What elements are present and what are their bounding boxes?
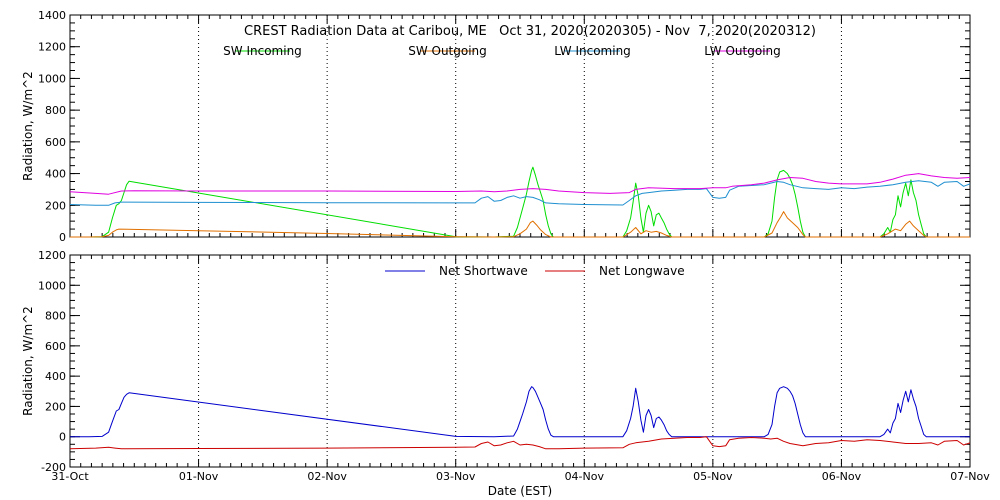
y-tick-label: 1400 — [38, 9, 66, 22]
legend-label: LW Incoming — [554, 44, 631, 58]
y-tick-label: 400 — [45, 370, 66, 383]
lower-panel: -200 0 200 400 600 800 1000 1200 Radiation, W/m^… — [21, 249, 990, 483]
y-axis-label: Radiation, W/m^2 — [21, 71, 35, 181]
upper-panel: 0 200 400 600 800 1000 1200 1400 Radiation, W/m^… — [21, 9, 971, 244]
series-line-lw-incoming — [69, 180, 971, 206]
plot-frame — [69, 254, 971, 468]
x-tick-label: 01-Nov — [179, 470, 219, 483]
x-tick-label: 03-Nov — [436, 470, 476, 483]
chart-title: CREST Radiation Data at Caribou, ME Oct … — [244, 24, 816, 39]
y-tick-label: 1200 — [38, 249, 66, 262]
x-tick-label: 05-Nov — [693, 470, 733, 483]
legend-label: LW Outgoing — [704, 44, 781, 58]
y-tick-label: 1000 — [38, 72, 66, 85]
legend-label: SW Incoming — [223, 44, 302, 58]
x-tick-label: 31-Oct — [51, 470, 89, 483]
y-tick-label: 400 — [45, 168, 66, 181]
legend-label: SW Outgoing — [408, 44, 487, 58]
x-tick-label: 07-Nov — [950, 470, 990, 483]
y-tick-label: 600 — [45, 340, 66, 353]
series-line-sw-incoming — [70, 166, 970, 238]
x-tick-label: 06-Nov — [822, 470, 862, 483]
series-line-net-shortwave — [70, 386, 970, 438]
y-tick-label: 800 — [45, 310, 66, 323]
y-tick-label: 1000 — [38, 279, 66, 292]
y-tick-label: 200 — [45, 400, 66, 413]
legend-label: Net Shortwave — [439, 264, 528, 278]
y-tick-label: 0 — [59, 231, 66, 244]
plot-frame — [69, 14, 971, 238]
y-tick-label: 200 — [45, 199, 66, 212]
series-line-lw-outgoing — [69, 173, 971, 195]
y-axis-label: Radiation, W/m^2 — [21, 306, 35, 416]
x-axis-label: Date (EST) — [488, 484, 552, 498]
y-tick-label: 0 — [59, 431, 66, 444]
x-tick-label: 04-Nov — [565, 470, 605, 483]
series-line-sw-outgoing — [70, 211, 970, 238]
y-tick-label: 800 — [45, 104, 66, 117]
series-line-net-longwave — [69, 436, 971, 450]
x-tick-label: 02-Nov — [307, 470, 347, 483]
y-tick-label: 600 — [45, 136, 66, 149]
y-tick-label: 1200 — [38, 41, 66, 54]
legend-label: Net Longwave — [599, 264, 685, 278]
y-tick-label: -200 — [41, 461, 66, 474]
